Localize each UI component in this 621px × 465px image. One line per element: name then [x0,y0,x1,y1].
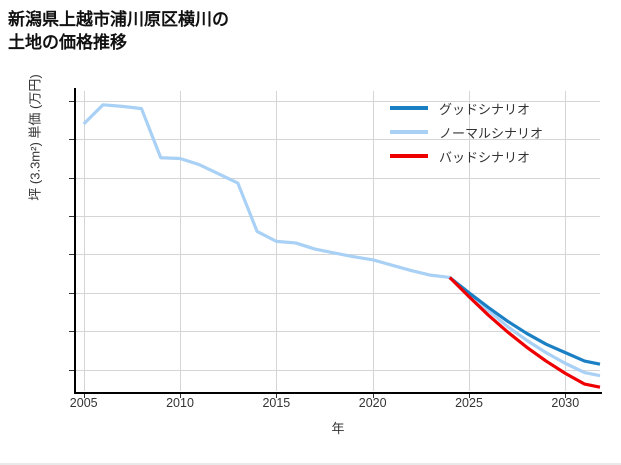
gridline-horizontal [76,292,600,294]
gridline-horizontal [76,100,600,102]
y-axis-tick-mark [69,100,74,102]
series-line [448,276,601,389]
x-axis-tick-mark [372,394,374,398]
gridline-vertical [469,91,470,391]
x-axis-tick-label: 2030 [551,396,580,410]
gridline-vertical [372,91,374,391]
x-axis-tick-label: 2025 [455,396,483,410]
x-axis-tick-mark [276,394,278,398]
x-axis-tick-label: 2010 [166,396,194,410]
legend-color-swatch [390,130,428,134]
gridline-vertical [83,91,85,391]
legend-color-swatch [390,154,428,158]
series-lines [82,103,601,389]
gridline-horizontal [76,177,600,179]
legend-item-label: グッドシナリオ [439,101,531,117]
y-axis-tick-mark [69,216,74,218]
gridline-horizontal [76,369,600,371]
gridline-vertical [180,91,182,391]
legend-item[interactable]: バッドシナリオ [390,144,606,168]
legend: グッドシナリオ ノーマルシナリオ バッドシナリオ [390,96,606,168]
x-axis-tick-mark [83,394,85,398]
series-line [82,103,601,378]
x-axis-tick-mark [565,394,567,398]
x-axis-tick-mark [469,394,470,398]
gridline-horizontal [76,331,600,333]
y-axis-tick-mark [69,139,74,141]
x-axis-spine [74,392,602,394]
legend-item[interactable]: グッドシナリオ [390,96,606,120]
legend-color-swatch [390,106,428,110]
x-axis-label: 年 [331,421,345,436]
x-axis-tick-label: 2015 [262,396,291,410]
plot-area [76,91,601,391]
y-axis-tick-mark [69,292,74,294]
y-axis-spine [74,88,76,394]
page-title: 新潟県上越市浦川原区横川の 土地の価格推移 [8,10,229,53]
legend-item-label: バッドシナリオ [439,149,531,165]
x-axis-tick-label: 2005 [69,396,98,410]
y-axis-label: 坪 (3.3m²) 単価 (万円) [27,74,43,201]
legend-item-label: ノーマルシナリオ [439,125,544,141]
legend-item[interactable]: ノーマルシナリオ [390,120,606,144]
gridline-horizontal [76,139,600,141]
y-axis-tick-mark [69,254,74,256]
x-axis-tick-label: 2020 [358,396,387,410]
x-axis-tick-mark [180,394,182,398]
y-axis-tick-mark [69,331,74,333]
gridline-vertical [565,91,567,391]
series-line [448,276,601,366]
plot-background [76,91,600,391]
gridline-horizontal [76,216,600,218]
y-axis-tick-mark [69,369,74,371]
y-axis-tick-mark [69,177,74,179]
